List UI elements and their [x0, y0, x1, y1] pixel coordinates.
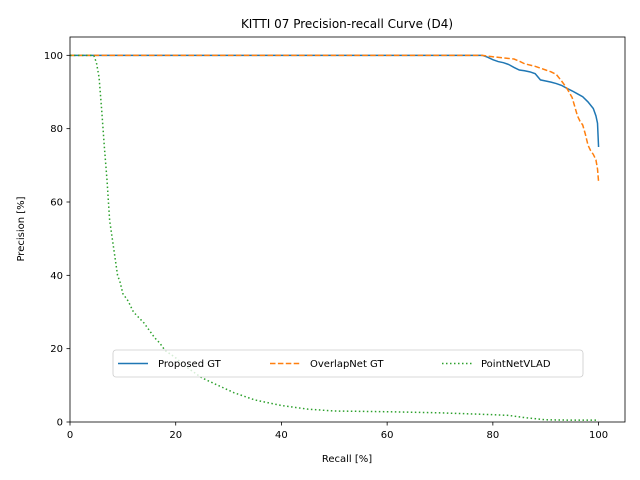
legend-label-proposed-gt: Proposed GT	[158, 359, 222, 370]
x-tick-label: 100	[589, 430, 608, 441]
y-tick-label: 80	[50, 124, 63, 135]
plot-frame	[69, 36, 626, 423]
y-tick-label: 20	[50, 344, 63, 355]
x-tick-label: 40	[275, 430, 288, 441]
x-axis-ticks: 0 20 40 60 80 100	[67, 422, 608, 441]
legend-label-overlapnet-gt: OverlapNet GT	[310, 359, 384, 370]
y-tick-label: 0	[57, 418, 63, 429]
x-tick-label: 20	[169, 430, 182, 441]
chart-title: KITTI 07 Precision-recall Curve (D4)	[241, 17, 453, 31]
y-tick-label: 60	[50, 198, 63, 209]
y-axis-ticks: 0 20 40 60 80 100	[44, 51, 70, 429]
legend-frame	[112, 349, 584, 378]
series-line-pointnetvlad	[70, 54, 599, 421]
series-layer	[70, 54, 600, 421]
y-tick-label: 100	[44, 51, 63, 62]
x-tick-label: 0	[67, 430, 73, 441]
legend: Proposed GT OverlapNet GT PointNetVLAD	[112, 349, 584, 378]
series-line-overlapnet-gt	[70, 54, 600, 182]
x-tick-label: 80	[486, 430, 499, 441]
x-tick-label: 60	[381, 430, 394, 441]
legend-label-pointnetvlad: PointNetVLAD	[481, 359, 551, 370]
series-line-proposed-gt	[70, 54, 600, 148]
y-axis-label: Precision [%]	[16, 196, 27, 261]
x-axis-label: Recall [%]	[322, 454, 372, 465]
y-tick-label: 40	[50, 271, 63, 282]
